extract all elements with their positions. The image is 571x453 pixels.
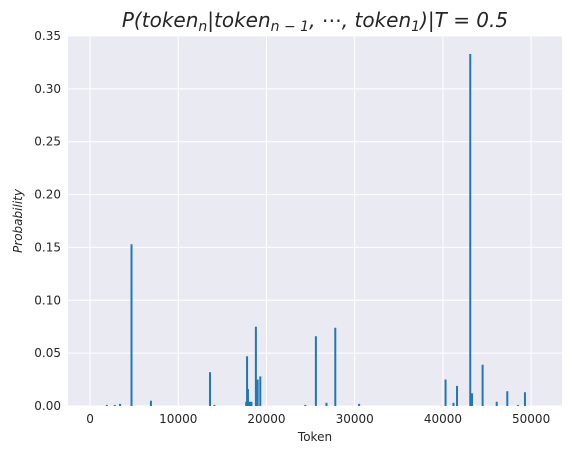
bar: [456, 385, 459, 406]
bar: [314, 336, 317, 406]
y-tick-label: 0.20: [34, 188, 61, 202]
bar: [209, 372, 212, 406]
bar: [246, 356, 249, 406]
bar: [481, 364, 484, 406]
x-axis-label: Token: [297, 430, 332, 444]
x-tick-label: 10000: [159, 412, 197, 426]
y-tick-label: 0.10: [34, 293, 61, 307]
y-tick-labels: 0.00 0.05 0.10 0.15 0.20 0.25 0.30 0.35: [34, 29, 61, 413]
bar: [495, 401, 498, 406]
bar: [113, 404, 116, 406]
bar: [256, 379, 259, 406]
x-tick-label: 40000: [424, 412, 462, 426]
y-axis-label: Probability: [11, 188, 25, 253]
y-tick-label: 0.00: [34, 399, 61, 413]
bar: [248, 401, 251, 406]
chart-title: P(tokenn|tokenn − 1, ⋯, token1)|T = 0.5: [122, 8, 508, 35]
x-tick-label: 20000: [247, 412, 285, 426]
x-tick-label: 30000: [336, 412, 374, 426]
title-sub-1: n: [198, 19, 207, 35]
y-tick-label: 0.30: [34, 82, 61, 96]
bar: [516, 404, 519, 406]
grid: [68, 35, 562, 407]
bar: [213, 404, 216, 406]
bar: [250, 401, 253, 406]
x-tick-labels: 0 10000 20000 30000 40000 50000: [86, 412, 550, 426]
title-part-pre: P(token: [122, 8, 199, 32]
bar: [149, 400, 152, 406]
bar: [523, 392, 526, 406]
bar: [469, 53, 472, 406]
y-tick-label: 0.25: [34, 135, 61, 149]
bar: [254, 326, 257, 406]
bar: [452, 402, 455, 406]
bar: [304, 404, 307, 406]
title-part-post: )|T = 0.5: [418, 8, 508, 32]
bar: [119, 403, 122, 406]
title-sub-2: n − 1: [271, 19, 309, 35]
y-tick-label: 0.35: [34, 29, 61, 43]
y-tick-label: 0.15: [34, 240, 61, 254]
bar: [259, 376, 262, 406]
y-tick-label: 0.05: [34, 346, 61, 360]
bar: [325, 402, 328, 406]
bar: [506, 391, 509, 406]
bar: [358, 403, 361, 406]
bar: [105, 404, 108, 406]
title-part-mid-2: , ⋯, token: [309, 8, 411, 32]
bar: [130, 244, 133, 406]
bar: [246, 389, 249, 406]
bars: [105, 53, 526, 406]
bar: [334, 327, 337, 406]
x-tick-label: 0: [86, 412, 94, 426]
bar: [471, 393, 474, 406]
title-part-mid-1: |token: [207, 8, 270, 32]
bar: [444, 379, 447, 406]
x-tick-label: 50000: [512, 412, 550, 426]
title-sub-3: 1: [411, 19, 420, 35]
